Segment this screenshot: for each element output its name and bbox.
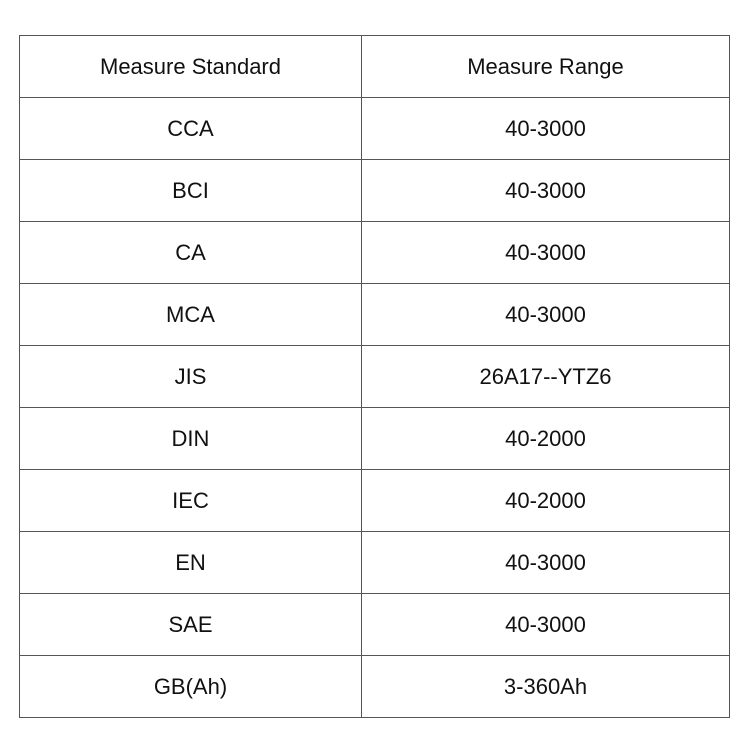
cell-standard: CA [19,221,362,284]
table-row: GB(Ah) 3-360Ah [19,655,730,718]
cell-standard: GB(Ah) [19,655,362,718]
cell-standard: CCA [19,97,362,160]
table-row: CCA 40-3000 [19,97,730,160]
cell-standard: MCA [19,283,362,346]
cell-range: 3-360Ah [361,655,730,718]
cell-range: 40-2000 [361,469,730,532]
cell-standard: BCI [19,159,362,222]
cell-range: 26A17--YTZ6 [361,345,730,408]
table-row: DIN 40-2000 [19,407,730,470]
table-row: SAE 40-3000 [19,593,730,656]
cell-range: 40-3000 [361,221,730,284]
table-row: MCA 40-3000 [19,283,730,346]
cell-range: 40-3000 [361,97,730,160]
cell-range: 40-3000 [361,283,730,346]
cell-range: 40-3000 [361,593,730,656]
cell-standard: IEC [19,469,362,532]
cell-standard: JIS [19,345,362,408]
cell-standard: EN [19,531,362,594]
table-row: BCI 40-3000 [19,159,730,222]
cell-range: 40-3000 [361,159,730,222]
cell-range: 40-3000 [361,531,730,594]
table-row: JIS 26A17--YTZ6 [19,345,730,408]
table-row: CA 40-3000 [19,221,730,284]
header-measure-range: Measure Range [361,35,730,98]
header-measure-standard: Measure Standard [19,35,362,98]
cell-standard: SAE [19,593,362,656]
table-row: EN 40-3000 [19,531,730,594]
cell-range: 40-2000 [361,407,730,470]
table-row: IEC 40-2000 [19,469,730,532]
measure-table: Measure Standard Measure Range CCA 40-300… [19,35,730,718]
header-row: Measure Standard Measure Range [19,35,730,98]
cell-standard: DIN [19,407,362,470]
